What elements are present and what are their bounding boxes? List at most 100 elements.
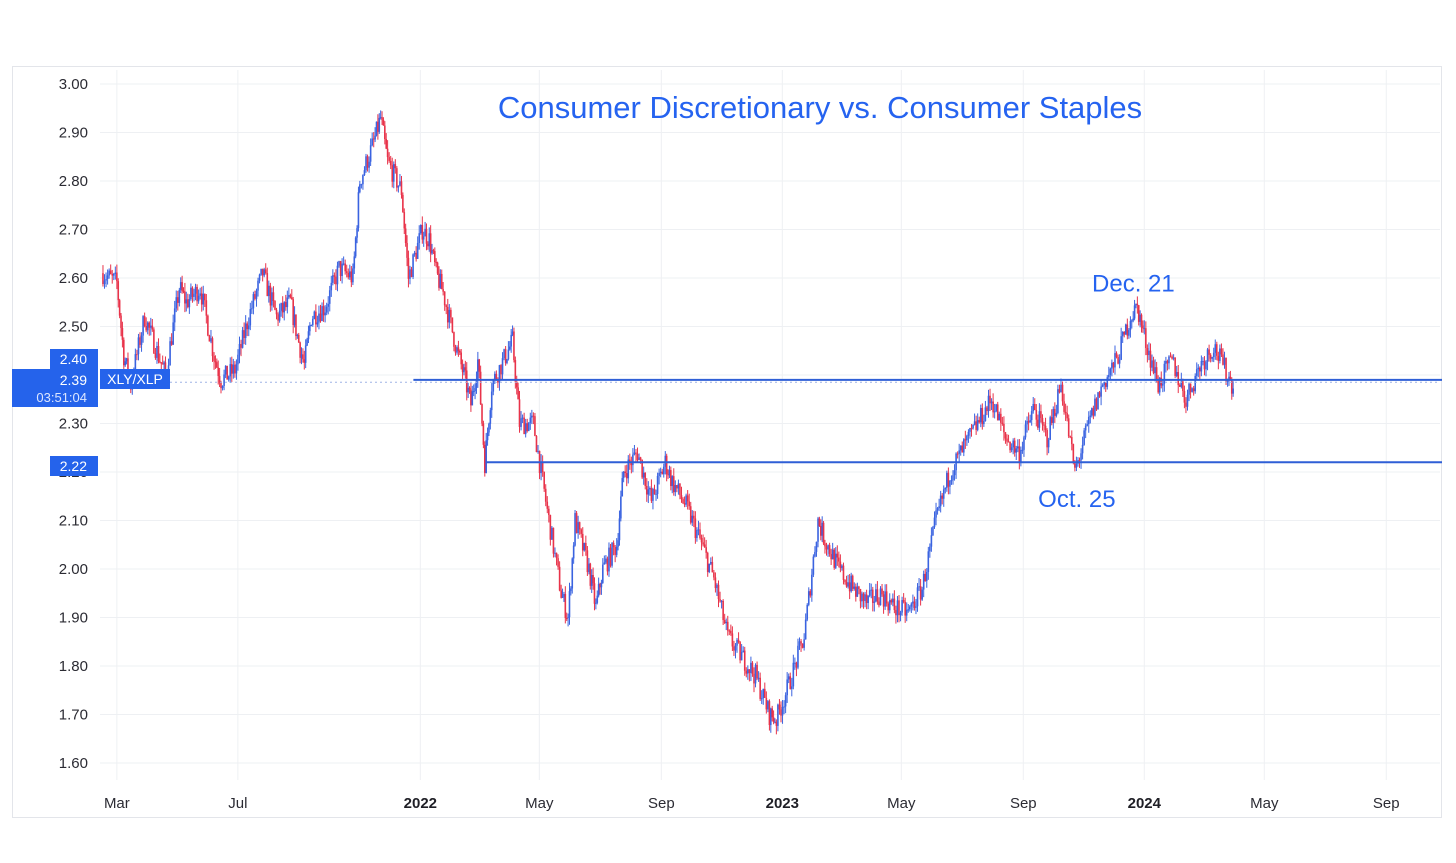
candle-body <box>1142 325 1144 329</box>
candle-body <box>470 389 472 406</box>
candle-body <box>156 346 158 358</box>
candle-body <box>254 294 256 299</box>
candle-body <box>517 387 519 400</box>
candle-body <box>1101 385 1104 387</box>
candle-body <box>418 233 421 243</box>
candle-body <box>733 646 735 651</box>
candle-body <box>1029 420 1031 423</box>
candle-body <box>1208 349 1210 355</box>
candle-body <box>436 262 439 274</box>
candle-body <box>1126 324 1129 336</box>
candle-body <box>730 630 732 634</box>
candle-body <box>384 125 386 140</box>
candle-body <box>316 322 319 325</box>
candle-body <box>157 346 160 362</box>
candle-body <box>368 161 370 168</box>
candle-body <box>1129 321 1132 331</box>
candle-body <box>394 164 397 169</box>
candle-body <box>424 228 426 237</box>
candle-body <box>902 600 905 602</box>
candle-body <box>586 550 589 573</box>
candle-body <box>848 582 851 592</box>
candle-body <box>1200 360 1203 372</box>
candle-body <box>667 474 669 476</box>
candle-body <box>861 593 863 602</box>
candle-body <box>946 472 948 488</box>
candle-body <box>1148 350 1150 356</box>
candle-body <box>792 662 795 687</box>
candle-body <box>1004 432 1007 439</box>
price-badge <box>50 456 98 476</box>
candle-body <box>927 551 930 573</box>
candle-body <box>936 508 939 511</box>
candle-body <box>468 387 471 390</box>
candle-body <box>240 343 242 348</box>
candle-body <box>797 645 799 668</box>
candle-body <box>952 475 954 481</box>
candle-body <box>546 501 549 509</box>
candle-body <box>1057 389 1059 413</box>
candle-body <box>1104 382 1107 387</box>
candle-body <box>288 294 290 298</box>
candle-body <box>989 395 991 404</box>
candle-body <box>184 291 186 304</box>
candle-body <box>947 472 950 487</box>
candle-body <box>668 470 671 476</box>
candle-body <box>271 292 273 306</box>
candle-body <box>751 662 754 674</box>
candle-body <box>1010 447 1013 451</box>
candle-body <box>935 510 937 518</box>
candle-body <box>1175 372 1178 376</box>
candle-body <box>207 315 209 336</box>
candle-body <box>378 117 381 132</box>
candle-body <box>780 709 782 716</box>
candle-body <box>699 529 701 538</box>
candle-body <box>109 270 112 275</box>
candle-body <box>1166 360 1169 364</box>
grid <box>100 70 1440 780</box>
candle-body <box>114 272 117 274</box>
candle-body <box>161 363 164 365</box>
candle-body <box>662 466 665 475</box>
candle-body <box>919 586 922 600</box>
candle-body <box>388 157 390 161</box>
candle-body <box>987 395 990 412</box>
candle-body <box>850 575 852 592</box>
candle-body <box>1027 420 1030 423</box>
y-tick-label: 2.60 <box>59 270 88 287</box>
candle-body <box>990 401 993 404</box>
candle-body <box>176 297 179 303</box>
candle-body <box>402 194 404 213</box>
candle-body <box>865 594 868 604</box>
candle-body <box>247 325 250 330</box>
y-tick-label: 2.50 <box>59 319 88 336</box>
candle-body <box>661 471 664 475</box>
candle-body <box>895 610 897 616</box>
candle-body <box>581 533 584 551</box>
candle-body <box>190 287 192 300</box>
candle-body <box>762 688 765 699</box>
candle-body <box>297 334 300 343</box>
candle-body <box>817 518 819 542</box>
candle-body <box>549 515 552 540</box>
chart-title: Consumer Discretionary vs. Consumer Stap… <box>498 90 1142 125</box>
candle-body <box>289 294 292 298</box>
candle-body <box>416 242 419 259</box>
candle-body <box>585 542 587 551</box>
candle-body <box>432 250 435 252</box>
candle-body <box>930 535 933 547</box>
candle-body <box>252 294 255 309</box>
candle-body <box>400 181 403 195</box>
candle-body <box>1186 394 1189 407</box>
candle-body <box>839 561 842 569</box>
candle-body <box>834 553 837 568</box>
candle-body <box>1049 417 1051 440</box>
candle-body <box>1192 388 1195 392</box>
candle-body <box>354 237 357 257</box>
candle-body <box>794 662 796 664</box>
candle-body <box>460 352 462 365</box>
candle-body <box>821 522 823 536</box>
candle-body <box>134 354 137 376</box>
candle-body <box>844 579 846 583</box>
